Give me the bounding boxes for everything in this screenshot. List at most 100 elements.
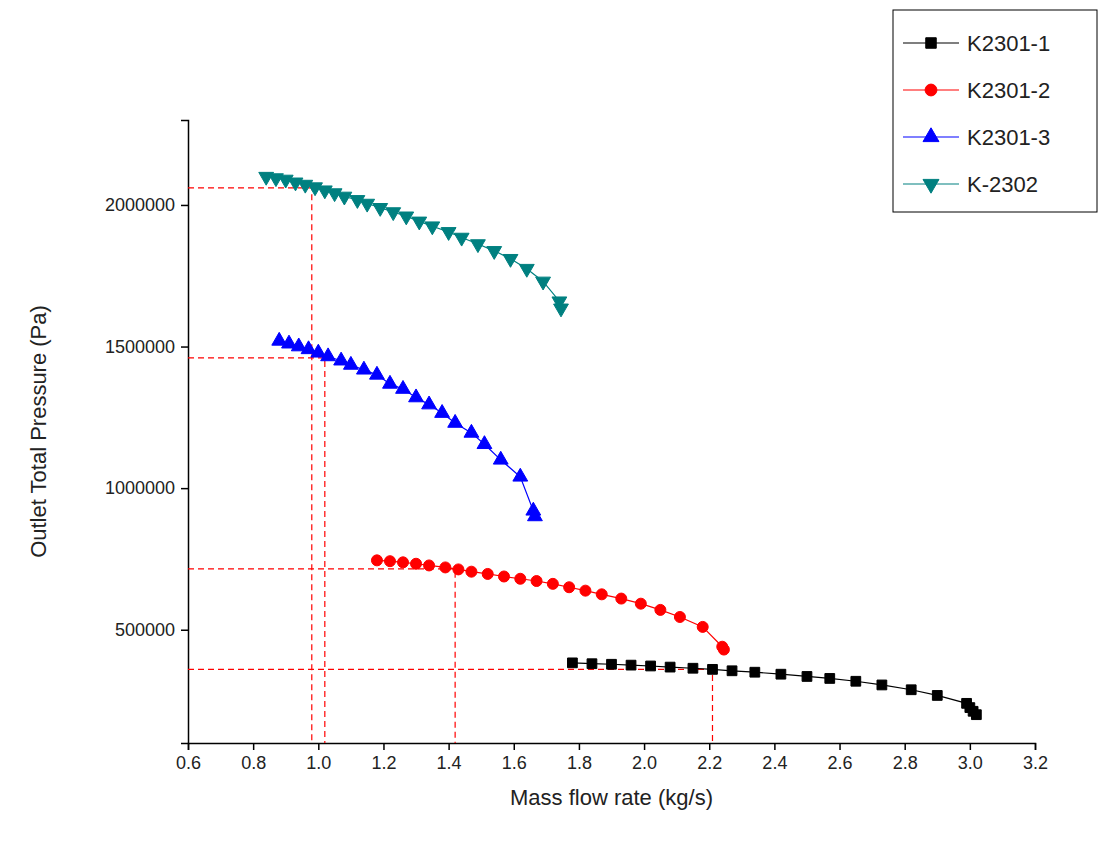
marker xyxy=(580,585,591,596)
marker xyxy=(477,436,492,449)
tick: 2.2 xyxy=(697,743,722,773)
marker xyxy=(396,380,411,393)
tick-mark xyxy=(1035,743,1037,750)
legend-label: K2301-2 xyxy=(967,78,1050,103)
legend-marker xyxy=(923,179,939,193)
tick-label: 0.6 xyxy=(176,753,201,773)
marker xyxy=(454,233,469,246)
tick-mark xyxy=(774,743,776,750)
legend-label: K2301-3 xyxy=(967,125,1050,150)
tick: 1500000 xyxy=(105,337,188,357)
marker xyxy=(337,192,352,205)
marker xyxy=(568,658,578,668)
marker xyxy=(513,468,528,481)
marker xyxy=(453,564,464,575)
tick: 3.0 xyxy=(958,743,983,773)
tick-mark xyxy=(644,743,646,750)
tick-label: 2.8 xyxy=(893,753,918,773)
marker xyxy=(441,228,456,241)
tick: 1.6 xyxy=(502,743,527,773)
marker xyxy=(564,582,575,593)
x-axis: 0.60.81.01.21.41.61.82.02.22.42.62.83.03… xyxy=(176,743,1048,773)
tick: 500000 xyxy=(115,620,188,640)
tick-mark xyxy=(514,743,516,750)
legend-label: K2301-1 xyxy=(967,31,1050,56)
tick-mark xyxy=(579,743,581,750)
plot-area xyxy=(188,172,981,743)
marker xyxy=(343,356,358,369)
marker xyxy=(596,589,607,600)
tick: 0.8 xyxy=(241,743,266,773)
legend-marker xyxy=(925,84,937,96)
tick-label: 2.0 xyxy=(632,753,657,773)
tick-label: 1.6 xyxy=(502,753,527,773)
tick-mark xyxy=(904,743,906,750)
marker xyxy=(776,669,786,679)
tick-mark xyxy=(383,743,385,750)
marker xyxy=(655,604,666,615)
marker xyxy=(321,348,336,361)
marker xyxy=(398,557,409,568)
marker xyxy=(607,659,617,669)
marker xyxy=(708,664,718,674)
tick-label: 1.0 xyxy=(306,753,331,773)
tick-label: 3.2 xyxy=(1023,753,1048,773)
marker xyxy=(411,558,422,569)
axis-line xyxy=(181,121,189,744)
tick-mark xyxy=(181,629,188,631)
marker xyxy=(471,240,486,253)
legend-label: K-2302 xyxy=(967,172,1038,197)
marker xyxy=(635,598,646,609)
tick-mark xyxy=(970,743,972,750)
marker xyxy=(409,389,424,402)
tick: 1000000 xyxy=(105,478,188,498)
marker xyxy=(646,661,656,671)
marker xyxy=(718,644,729,655)
marker xyxy=(440,562,451,573)
tick-label: 1000000 xyxy=(105,478,175,498)
marker xyxy=(373,204,388,217)
reference-line xyxy=(188,669,712,743)
tick-mark xyxy=(181,205,188,207)
marker xyxy=(626,660,636,670)
tick: 2.4 xyxy=(762,743,787,773)
tick-mark xyxy=(448,743,450,750)
tick: 1.0 xyxy=(306,743,331,773)
marker xyxy=(498,571,509,582)
marker xyxy=(802,672,812,682)
tick-label: 0.8 xyxy=(241,753,266,773)
series-line xyxy=(377,560,724,649)
tick-label: 500000 xyxy=(115,620,175,640)
marker xyxy=(412,217,427,230)
marker xyxy=(536,277,551,290)
marker xyxy=(360,199,375,212)
marker xyxy=(435,405,450,418)
marker xyxy=(877,680,887,690)
tick: 0.6 xyxy=(176,743,201,773)
tick-mark xyxy=(839,743,841,750)
marker xyxy=(851,676,861,686)
tick-mark xyxy=(709,743,711,750)
marker xyxy=(674,611,685,622)
tick: 1.8 xyxy=(567,743,592,773)
marker xyxy=(334,352,349,365)
marker xyxy=(370,366,385,379)
chart: 0.60.81.01.21.41.61.82.02.22.42.62.83.03… xyxy=(0,0,1106,852)
marker xyxy=(528,508,543,521)
tick-label: 2000000 xyxy=(105,195,175,215)
tick: 2000000 xyxy=(105,195,188,215)
marker xyxy=(616,593,627,604)
marker xyxy=(515,573,526,584)
reference-line xyxy=(188,188,312,743)
marker xyxy=(383,375,398,388)
tick: 1.2 xyxy=(371,743,396,773)
marker xyxy=(487,247,502,260)
marker xyxy=(424,560,435,571)
marker xyxy=(688,663,698,673)
legend: K2301-1 K2301-2 K2301-3 K-2302 xyxy=(893,10,1097,212)
marker xyxy=(482,568,493,579)
marker xyxy=(665,662,675,672)
series-line xyxy=(266,177,561,309)
series-line xyxy=(279,341,535,517)
tick: 1.4 xyxy=(437,743,462,773)
